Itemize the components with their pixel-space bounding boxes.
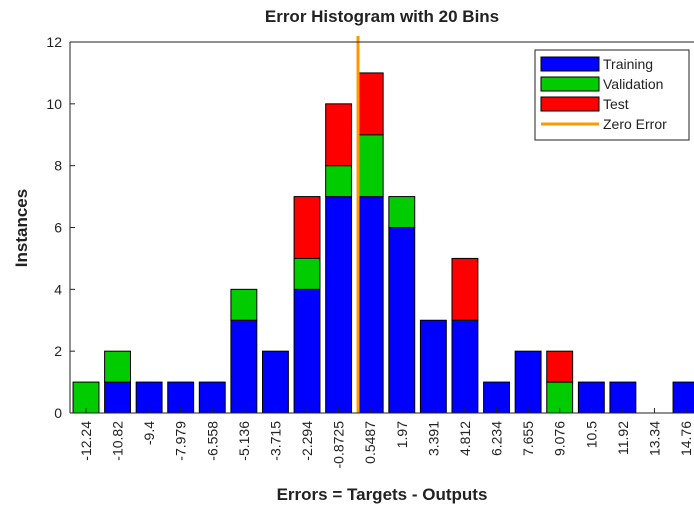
bar — [325, 196, 353, 414]
y-tick-label: 2 — [54, 343, 62, 359]
x-tick-label: -5.136 — [236, 421, 252, 461]
y-tick-label: 0 — [54, 405, 62, 421]
y-axis-label: Instances — [12, 189, 31, 267]
x-tick-label: 1.97 — [394, 421, 410, 448]
x-tick-label: -7.979 — [173, 421, 189, 461]
bar — [230, 319, 258, 414]
y-tick-label: 6 — [54, 220, 62, 236]
chart-title: Error Histogram with 20 Bins — [265, 7, 499, 26]
bar — [419, 319, 447, 414]
x-tick-label: -0.8725 — [331, 421, 347, 469]
x-tick-label: 4.812 — [457, 421, 473, 456]
x-tick-label: -10.82 — [110, 421, 126, 461]
y-tick-label: 10 — [46, 96, 62, 112]
y-tick-label: 8 — [54, 158, 62, 174]
x-tick-label: 0.5487 — [362, 421, 378, 464]
y-tick-label: 4 — [54, 281, 62, 297]
legend-swatch — [540, 76, 600, 92]
x-tick-label: 10.5 — [583, 421, 599, 448]
bar — [230, 288, 258, 321]
y-tick-label: 12 — [46, 34, 62, 50]
bar — [104, 350, 132, 383]
x-tick-label: 11.92 — [615, 421, 631, 455]
x-tick-label: 3.391 — [425, 421, 441, 456]
legend-label: Zero Error — [603, 116, 667, 132]
legend: Training Validation Test Zero Error — [534, 49, 690, 141]
x-axis-label: Errors = Targets - Outputs — [277, 485, 488, 504]
x-tick-label: -3.715 — [267, 421, 283, 461]
x-tick-label: -6.558 — [204, 421, 220, 461]
legend-swatch — [540, 56, 600, 72]
legend-label: Training — [603, 56, 653, 72]
x-tick-label: -9.4 — [141, 421, 157, 445]
bar — [198, 381, 226, 414]
bar — [293, 196, 321, 259]
x-tick-label: 7.655 — [520, 421, 536, 456]
legend-swatch — [540, 96, 600, 112]
bar — [609, 381, 637, 414]
bar — [451, 319, 479, 414]
x-tick-label: 9.076 — [552, 421, 568, 456]
x-tick-label: -2.294 — [299, 421, 315, 461]
bar — [672, 381, 694, 414]
bar — [356, 72, 384, 136]
bar — [388, 196, 416, 228]
bar — [356, 196, 384, 414]
x-tick-label: 14.76 — [678, 421, 694, 456]
bar — [167, 381, 195, 414]
bar — [293, 288, 321, 414]
bar — [388, 227, 416, 414]
bar — [546, 350, 574, 383]
x-tick-label: 6.234 — [489, 421, 505, 456]
legend-label: Test — [603, 96, 629, 112]
bar — [514, 350, 542, 414]
bar — [325, 103, 353, 167]
legend-label: Validation — [603, 76, 663, 92]
bar — [325, 165, 353, 198]
bar — [451, 257, 479, 321]
bar — [261, 350, 289, 414]
bar — [293, 257, 321, 290]
x-tick-label: 13.34 — [646, 421, 662, 456]
bar — [356, 134, 384, 198]
x-tick-label: -12.24 — [78, 421, 94, 461]
